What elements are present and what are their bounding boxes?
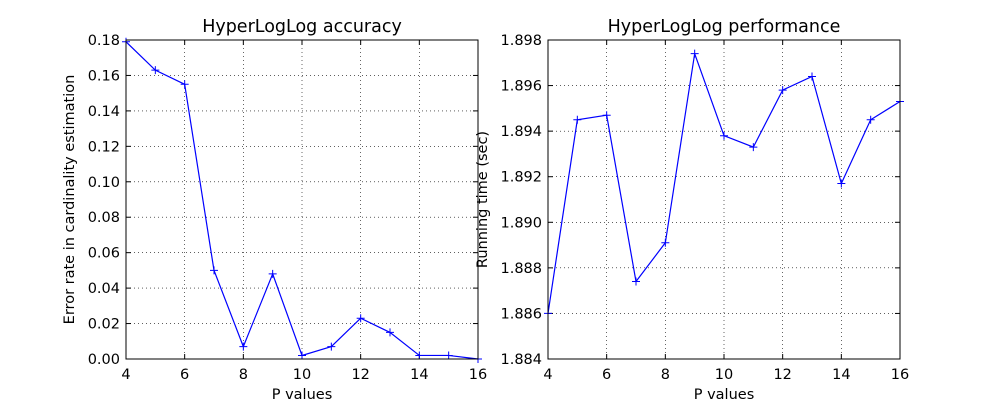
performance-x-tick-label: 4 — [543, 367, 552, 383]
accuracy-y-axis-title: Error rate in cardinality estimation — [62, 75, 78, 325]
performance-x-tick-label: 16 — [891, 367, 909, 383]
accuracy-data-point — [356, 314, 365, 323]
accuracy-y-tick-label: 0.08 — [88, 210, 120, 226]
accuracy-data-point — [298, 351, 306, 360]
accuracy-axes-frame — [125, 39, 479, 360]
accuracy-data-point — [210, 266, 218, 275]
accuracy-data-point — [386, 328, 394, 337]
accuracy-x-tick-label: 8 — [239, 367, 248, 383]
performance-y-tick-label: 1.884 — [500, 352, 542, 368]
accuracy-data-point — [239, 342, 248, 351]
accuracy-x-tick-label: 6 — [180, 367, 189, 383]
performance-data-point — [837, 179, 846, 188]
chart-accuracy: 4 6 8 10 12 14 16 0.00 0.02 0.04 0.06 0.08 0.10 0.12 0… — [62, 17, 487, 400]
performance-x-axis-title: P values — [694, 387, 755, 400]
performance-y-tick-label: 1.898 — [500, 33, 542, 49]
accuracy-data-point — [180, 80, 189, 89]
performance-y-tick-label: 1.892 — [500, 170, 542, 186]
accuracy-y-tick-label: 0.06 — [88, 246, 120, 262]
accuracy-y-tick-label: 0.14 — [88, 104, 120, 120]
performance-x-tick-label: 14 — [832, 367, 850, 383]
performance-chart-title: HyperLogLog performance — [608, 17, 841, 37]
accuracy-data-point — [151, 66, 160, 75]
performance-x-tick-label: 10 — [715, 367, 733, 383]
performance-y-tick-label: 1.890 — [500, 215, 542, 231]
performance-x-tick-label: 8 — [661, 367, 670, 383]
accuracy-data-point — [415, 351, 424, 360]
performance-data-point — [808, 72, 816, 81]
accuracy-y-tick-label: 0.00 — [88, 352, 120, 368]
accuracy-x-tick-label: 14 — [410, 367, 428, 383]
performance-data-point — [778, 86, 787, 95]
accuracy-x-tick-label: 16 — [469, 367, 487, 383]
performance-y-tick-label: 1.886 — [500, 306, 542, 322]
performance-data-point — [690, 49, 699, 58]
accuracy-y-tick-label: 0.12 — [88, 139, 120, 155]
accuracy-y-tick-label: 0.02 — [88, 317, 120, 333]
accuracy-x-axis-title: P values — [272, 387, 333, 400]
performance-y-tick-label: 1.894 — [500, 124, 542, 140]
performance-y-axis-title: Running time (sec) — [475, 131, 491, 268]
performance-data-point — [573, 115, 582, 124]
accuracy-y-tick-label: 0.10 — [88, 175, 120, 191]
accuracy-data-point — [268, 269, 277, 278]
accuracy-x-tick-label: 12 — [351, 367, 369, 383]
accuracy-chart-title: HyperLogLog accuracy — [202, 17, 402, 37]
performance-x-tick-label: 6 — [602, 367, 611, 383]
performance-data-point — [661, 238, 670, 247]
accuracy-x-tick-label: 4 — [121, 367, 130, 383]
accuracy-data-point — [327, 342, 336, 351]
performance-data-point — [720, 131, 728, 140]
chart-performance: 4 6 8 10 12 14 16 1.884 1.886 1.888 1.890 1.892 1.89… — [475, 17, 909, 400]
accuracy-x-tick-label: 10 — [293, 367, 311, 383]
performance-data-point — [602, 111, 611, 120]
performance-x-tick-label: 12 — [773, 367, 791, 383]
accuracy-y-tick-label: 0.16 — [88, 68, 120, 84]
performance-y-tick-label: 1.888 — [500, 261, 542, 277]
performance-data-point — [866, 115, 875, 124]
performance-data-point — [749, 143, 758, 152]
accuracy-plot-area — [126, 40, 478, 359]
performance-data-point — [632, 277, 640, 286]
performance-plot-area — [548, 40, 900, 359]
performance-y-tick-label: 1.896 — [500, 79, 542, 95]
performance-axes-frame — [547, 39, 901, 360]
accuracy-data-point — [444, 351, 453, 360]
accuracy-y-tick-label: 0.18 — [88, 33, 120, 49]
accuracy-y-tick-label: 0.04 — [88, 281, 120, 297]
